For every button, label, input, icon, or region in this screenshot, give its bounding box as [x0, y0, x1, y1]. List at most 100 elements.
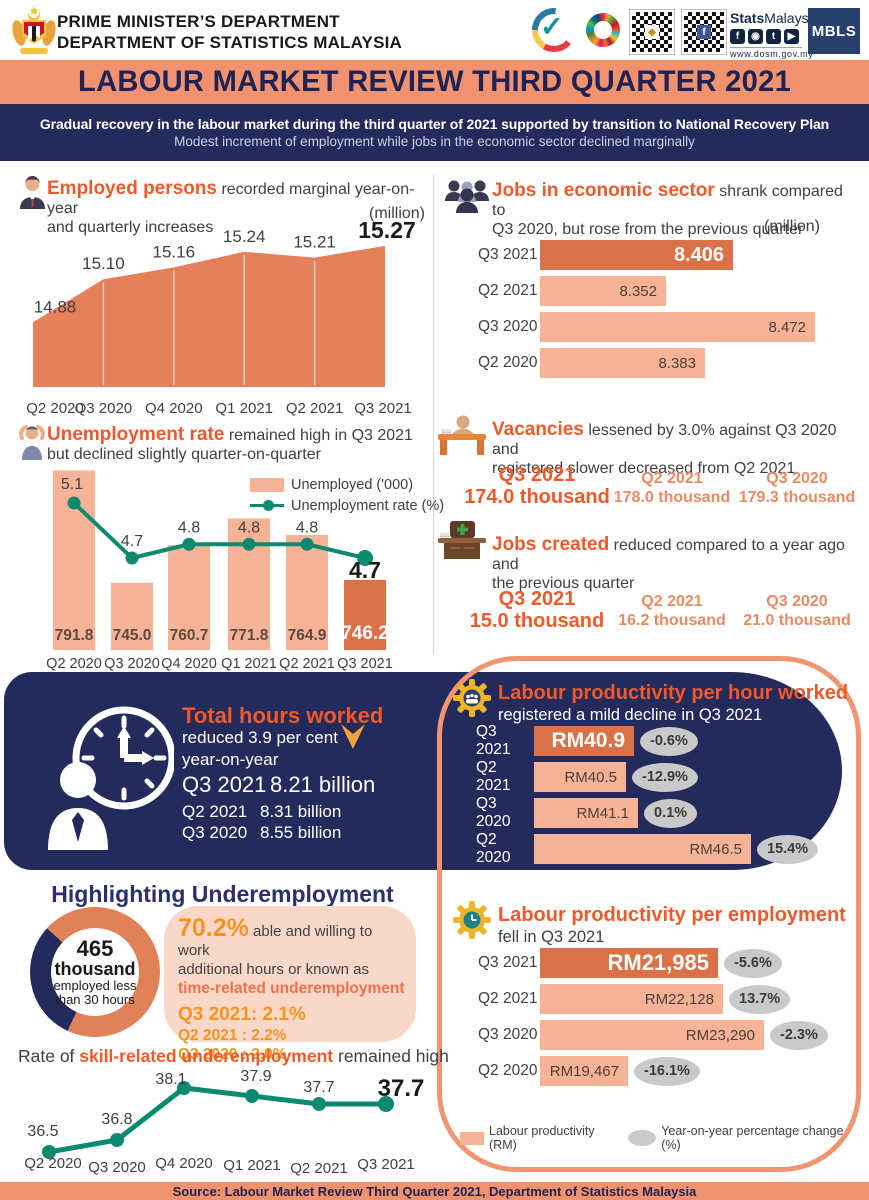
bar	[168, 545, 210, 650]
mbls-logo: MBLS	[808, 8, 860, 54]
bar-category-label: Q3 2021	[478, 246, 538, 263]
stats-bold: Stats	[730, 10, 765, 26]
panel-rate-q2-2021: Q2 2021 : 2.2%	[178, 1027, 287, 1044]
axis-label: Q4 2020	[155, 1155, 213, 1172]
jobs-sector-section-title: Jobs in economic sector shrank compared …	[492, 181, 852, 239]
jobs-created-section-title: Jobs created reduced compared to a year …	[492, 535, 852, 593]
rate-label: 4.8	[238, 519, 260, 536]
bar: RM40.5	[534, 762, 626, 792]
bar-value-label: RM19,467	[549, 1062, 619, 1080]
axis-label: Q3 2021	[354, 400, 412, 417]
vacancies-desk-icon	[438, 415, 486, 455]
bar: RM23,290	[540, 1020, 764, 1050]
productivity-employment-bar-chart: Q3 2021 RM21,985 -5.6% Q2 2021 RM22,128 13.7%…	[448, 948, 848, 1092]
bar: RM46.5	[534, 834, 751, 864]
productivity-hour-subtitle: registered a mild decline in Q3 2021	[498, 706, 763, 724]
unemployment-legend: Unemployed ('000) Unemployment rate (%)	[250, 474, 444, 516]
mycensus-logo: ✓	[532, 8, 576, 52]
vacancies-stat-q3-2021: Q3 2021 174.0 thousand	[452, 464, 622, 508]
area-fill	[33, 245, 385, 387]
bar-row: Q2 2020 8.383	[448, 348, 863, 378]
summary-line1: Gradual recovery in the labour market du…	[39, 116, 830, 132]
data-label: 15.24	[223, 227, 266, 246]
employed-title-rest2: and quarterly increases	[47, 219, 214, 236]
summary-line2: Modest increment of employment while job…	[174, 134, 695, 149]
jobs-sector-bar-chart: Q3 2021 8.406 Q2 2021 8.352 Q3 2020 8.472 Q2 2…	[448, 240, 863, 384]
axis-label: Q3 2021	[357, 1156, 415, 1173]
stat-value: 15.0 thousand	[469, 610, 605, 632]
data-label: 15.10	[82, 254, 125, 273]
employed-title-rest: recorded marginal year-on-year	[47, 181, 415, 217]
vacancies-stat-q2-2021: Q2 2021 178.0 thousand	[597, 469, 747, 507]
rate-point	[300, 537, 314, 551]
jobs-created-stat-q3-2020: Q3 2020 21.0 thousand	[722, 592, 869, 630]
bar: RM19,467	[540, 1056, 628, 1086]
rate-point	[357, 550, 373, 566]
change-badge: -16.1%	[634, 1056, 700, 1086]
total-hours-row-q3-2021: Q3 2021 8.21 billion	[182, 772, 375, 798]
change-legend-label: Year-on-year percentage change (%)	[661, 1124, 844, 1152]
jobs-created-stat-q2-2021: Q2 2021 16.2 thousand	[597, 592, 747, 630]
change-badge: 13.7%	[729, 984, 791, 1014]
donut-center: 465 thousand employed less than 30 hours	[51, 928, 139, 1016]
unemployment-section-title: Unemployment rate remained high in Q3 20…	[47, 425, 427, 464]
change-badge: 0.1%	[644, 798, 698, 828]
mycensus-check-icon: ✓	[540, 11, 564, 42]
productivity-legend-label: Labour productivity (RM)	[489, 1124, 595, 1152]
time-related-panel: 70.2% able and willing to work additiona…	[164, 906, 416, 1063]
axis-label: Q2 2021	[286, 400, 344, 417]
data-label: 37.7	[303, 1079, 334, 1096]
bar-category-label: Q3 2020	[478, 318, 538, 335]
total-hours-row-q3-2020: Q3 2020 8.55 billion	[182, 823, 341, 843]
skill-line	[48, 1085, 386, 1155]
donut-desc2: than 30 hours	[55, 991, 135, 1007]
bar-category-label: Q3 2020	[476, 795, 511, 830]
vacancies-title-rest2: registered slower decreased from Q2 2021	[492, 460, 796, 477]
summary-banner: Gradual recovery in the labour market du…	[0, 104, 869, 161]
productivity-employment-title: Labour productivity per employment fell …	[498, 904, 858, 947]
stats-malaysia-brand: StatsMalaysia	[730, 10, 819, 26]
panel-rate-q3-2021: Q3 2021: 2.1%	[178, 1004, 306, 1025]
legend-unemployed-label: Unemployed ('000)	[291, 476, 414, 493]
stat-value: 178.0 thousand	[613, 489, 731, 506]
hours-value: 8.21 billion	[270, 772, 376, 797]
bar-value-label: 764.9	[288, 627, 327, 644]
stats-malaysia-block: StatsMalaysia f ◉ t ▶ www.dosm.gov.my	[730, 10, 819, 61]
donut-desc1: employed less	[53, 977, 137, 993]
bar-value-label: 746.2	[341, 623, 389, 644]
skill-point	[177, 1081, 191, 1095]
sdg-wheel-logo	[586, 13, 620, 47]
change-badge-swatch	[628, 1130, 657, 1146]
bar	[344, 579, 386, 650]
rate-label: 4.7	[349, 557, 381, 583]
workers-group-icon	[445, 180, 489, 213]
productivity-employment-heading: Labour productivity per employment	[498, 904, 846, 926]
header: PRIME MINISTER’S DEPARTMENT DEPARTMENT O…	[0, 0, 869, 61]
bar-row: Q3 2021 8.406	[448, 240, 863, 270]
data-label: 36.5	[27, 1123, 58, 1140]
line-swatch	[250, 500, 284, 511]
bar-value-label: RM40.9	[551, 729, 625, 752]
change-badge: -12.9%	[632, 762, 698, 792]
bar	[286, 535, 328, 650]
rate-point	[125, 551, 139, 565]
employed-section-title: Employed persons recorded marginal year-…	[47, 179, 427, 237]
skill-point	[312, 1097, 326, 1111]
vacancies-stat-q3-2020: Q3 2020 179.3 thousand	[722, 469, 869, 507]
axis-label: Q3 2020	[88, 1159, 146, 1176]
bar-row: Q3 2020 RM23,290 -2.3%	[448, 1020, 848, 1050]
gear-people-icon	[453, 679, 491, 717]
bar-value-label: 791.8	[55, 627, 94, 644]
rate-point	[67, 496, 81, 510]
jobs-created-desk-icon	[438, 521, 486, 559]
rate-label: 4.8	[296, 519, 318, 536]
stat-period: Q2 2021	[641, 593, 703, 610]
instagram-icon: ◉	[748, 29, 763, 44]
rate-label: 5.1	[61, 476, 83, 493]
vacancies-title-rest: lessened by 3.0% against Q3 2020 and	[492, 422, 837, 458]
bar: RM21,985	[540, 948, 718, 978]
change-badge: 15.4%	[757, 834, 819, 864]
bar-value-label: 771.8	[230, 627, 269, 644]
bar-row: Q3 2021 RM40.9 -0.6%	[448, 723, 848, 758]
total-hours-title: Total hours worked	[182, 703, 384, 728]
